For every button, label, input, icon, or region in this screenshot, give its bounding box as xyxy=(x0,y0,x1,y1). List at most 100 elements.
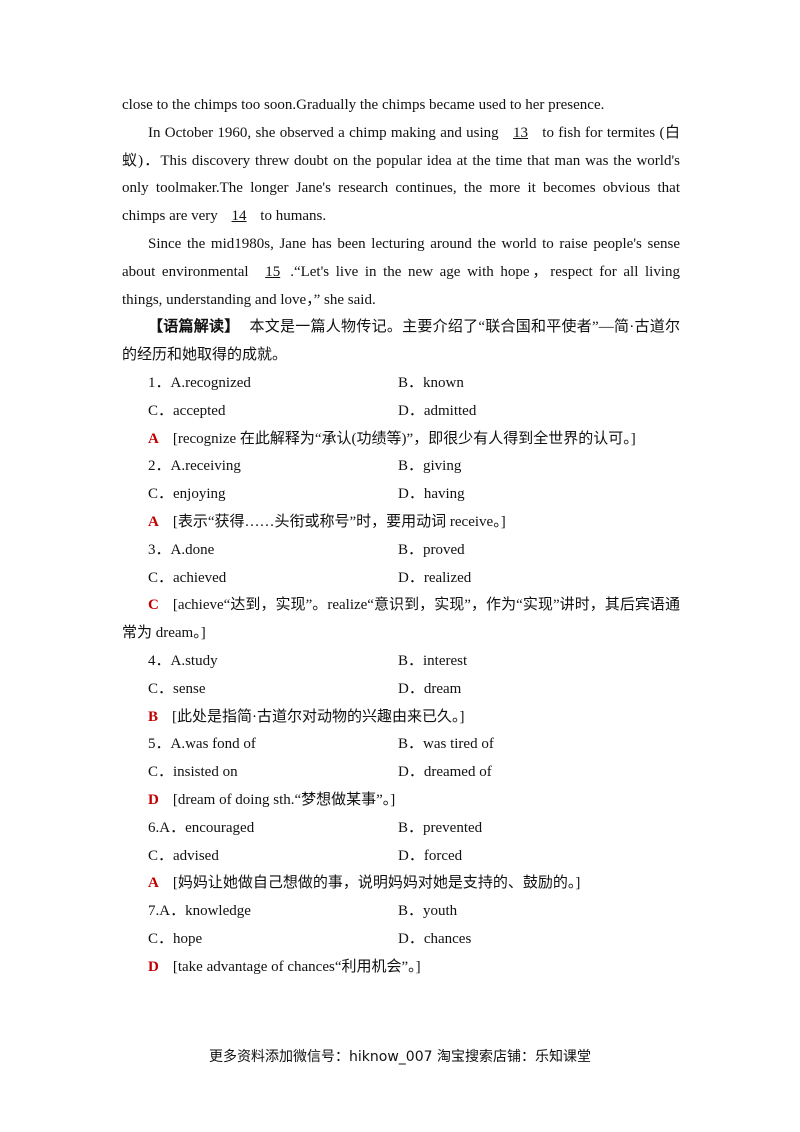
option: C．insisted on xyxy=(148,764,238,781)
question-number: 7. xyxy=(148,903,160,920)
answer-letter: B xyxy=(148,708,159,725)
option: A.study xyxy=(170,652,218,669)
explanation: [此处是指简·古道尔对动物的兴趣由来已久。] xyxy=(172,708,465,725)
answer-letter: C xyxy=(148,597,159,614)
option: D．forced xyxy=(398,847,463,864)
option: B．known xyxy=(398,374,464,391)
text: close to the chimps too soon.Gradually t… xyxy=(122,97,605,113)
question-number: 3． xyxy=(148,541,171,558)
option-row: 6.A．encouraged B．prevented xyxy=(122,815,680,843)
question-number: 6. xyxy=(148,819,160,836)
option: C．achieved xyxy=(148,569,227,586)
option-cell: 7.A．knowledge xyxy=(148,898,398,926)
option-cell: D．admitted xyxy=(398,398,476,426)
option: D．having xyxy=(398,486,465,503)
option-cell: B．interest xyxy=(398,648,467,676)
option-cell: C．advised xyxy=(148,843,398,871)
text: In October 1960, she observed a chimp ma… xyxy=(148,124,503,141)
option: B．youth xyxy=(398,903,458,920)
option-row: 1．A.recognized B．known xyxy=(122,370,680,398)
option-cell: D．realized xyxy=(398,565,471,593)
option: B．proved xyxy=(398,541,465,558)
option: A.was fond of xyxy=(170,736,256,753)
option: D．chances xyxy=(398,930,472,947)
option-cell: B．prevented xyxy=(398,815,482,843)
question-number: 2． xyxy=(148,458,171,475)
answer: D [dream of doing sth.“梦想做某事”。] xyxy=(122,787,680,815)
option-cell: 3．A.done xyxy=(148,537,398,565)
option-row: C．accepted D．admitted xyxy=(122,398,680,426)
option: B．was tired of xyxy=(398,736,494,753)
option-cell: C．hope xyxy=(148,926,398,954)
explanation: [妈妈让她做自己想做的事，说明妈妈对她是支持的、鼓励的。] xyxy=(172,875,581,892)
question-number: 5． xyxy=(148,736,171,753)
option: A.receiving xyxy=(170,458,241,475)
option-cell: B．youth xyxy=(398,898,457,926)
option-row: C．insisted on D．dreamed of xyxy=(122,759,680,787)
text: to humans. xyxy=(256,208,327,225)
option: D．admitted xyxy=(398,402,477,419)
option-cell: 2．A.receiving xyxy=(148,453,398,481)
option-row: C．advised D．forced xyxy=(122,843,680,871)
text: .“Let's live in the new age with hope，re… xyxy=(122,263,680,308)
answer-letter: A xyxy=(148,875,159,892)
option-row: 7.A．knowledge B．youth xyxy=(122,898,680,926)
explanation: [recognize 在此解释为“承认(功绩等)”，即很少有人得到全世界的认可。… xyxy=(172,430,636,447)
blank: 14 xyxy=(231,208,247,225)
footer: 更多资料添加微信号：hiknow_007 淘宝搜索店铺：乐知课堂 xyxy=(209,1049,591,1065)
option-cell: C．insisted on xyxy=(148,759,398,787)
answer-letter: A xyxy=(148,513,159,530)
option: C．enjoying xyxy=(148,486,226,503)
blank: 15 xyxy=(265,263,281,280)
paragraph: close to the chimps too soon.Gradually t… xyxy=(122,92,680,120)
answer: D [take advantage of chances“利用机会”。] xyxy=(122,954,680,982)
option: D．dreamed of xyxy=(398,764,492,781)
option-cell: 4．A.study xyxy=(148,648,398,676)
option-cell: 6.A．encouraged xyxy=(148,815,398,843)
option-cell: C．sense xyxy=(148,676,398,704)
answer: B [此处是指简·古道尔对动物的兴趣由来已久。] xyxy=(122,704,680,732)
text: Since the mid1980s, Jane has been lectur… xyxy=(122,235,680,280)
option-row: 3．A.done B．proved xyxy=(122,537,680,565)
answer: C [achieve“达到，实现”。realize“意识到，实现”，作为“实现”讲… xyxy=(122,592,680,648)
note-text: 本文是一篇人物传记。主要介绍了“联合国和平使者”—简·古道尔的经历和她取得的成就… xyxy=(122,319,680,364)
option: A．knowledge xyxy=(159,903,251,920)
question-number: 1． xyxy=(148,374,171,391)
answer-letter: A xyxy=(148,430,159,447)
content: close to the chimps too soon.Gradually t… xyxy=(122,92,680,982)
note-label: 【语篇解读】 xyxy=(148,319,240,336)
option-cell: D．dream xyxy=(398,676,461,704)
explanation: [表示“获得……头衔或称号”时，要用动词 receive。] xyxy=(172,513,506,530)
option: C．hope xyxy=(148,930,203,947)
answer: A [表示“获得……头衔或称号”时，要用动词 receive。] xyxy=(122,509,680,537)
option: B．prevented xyxy=(398,819,483,836)
option-cell: D．forced xyxy=(398,843,462,871)
answer: A [妈妈让她做自己想做的事，说明妈妈对她是支持的、鼓励的。] xyxy=(122,870,680,898)
option-cell: B．proved xyxy=(398,537,465,565)
option-row: 5．A.was fond of B．was tired of xyxy=(122,731,680,759)
option-row: 4．A.study B．interest xyxy=(122,648,680,676)
option: B．giving xyxy=(398,458,462,475)
option: A.done xyxy=(170,541,215,558)
note: 【语篇解读】 本文是一篇人物传记。主要介绍了“联合国和平使者”—简·古道尔的经历和… xyxy=(122,314,680,370)
option-cell: D．dreamed of xyxy=(398,759,492,787)
answer-letter: D xyxy=(148,791,159,808)
option-row: C．achieved D．realized xyxy=(122,565,680,593)
option-row: C．hope D．chances xyxy=(122,926,680,954)
option-cell: 1．A.recognized xyxy=(148,370,398,398)
explanation: [achieve“达到，实现”。realize“意识到，实现”，作为“实现”讲时… xyxy=(122,597,680,642)
answer: A [recognize 在此解释为“承认(功绩等)”，即很少有人得到全世界的认可… xyxy=(122,426,680,454)
paragraph: In October 1960, she observed a chimp ma… xyxy=(122,120,680,231)
option: B．interest xyxy=(398,652,468,669)
option-cell: B．was tired of xyxy=(398,731,494,759)
answer-letter: D xyxy=(148,958,159,975)
option-cell: 5．A.was fond of xyxy=(148,731,398,759)
option-cell: D．chances xyxy=(398,926,471,954)
option-row: C．sense D．dream xyxy=(122,676,680,704)
paragraph: Since the mid1980s, Jane has been lectur… xyxy=(122,231,680,314)
option-cell: C．enjoying xyxy=(148,481,398,509)
blank: 13 xyxy=(512,124,528,141)
option: C．accepted xyxy=(148,402,226,419)
option: D．realized xyxy=(398,569,472,586)
explanation: [take advantage of chances“利用机会”。] xyxy=(172,958,421,975)
